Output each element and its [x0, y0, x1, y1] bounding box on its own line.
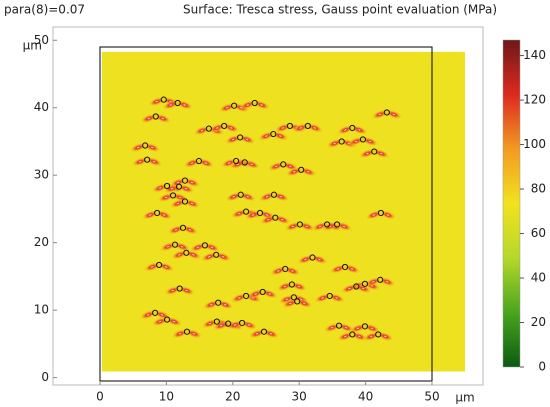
hole	[375, 331, 382, 338]
hole	[171, 241, 179, 248]
hole	[231, 102, 238, 109]
hole	[349, 124, 356, 132]
hole	[215, 299, 222, 306]
hole	[201, 242, 209, 249]
hole	[270, 130, 277, 138]
hole	[359, 136, 367, 143]
hole	[296, 221, 303, 228]
hole	[335, 322, 343, 329]
hole	[260, 328, 268, 335]
hole	[272, 214, 279, 221]
hole	[213, 318, 220, 325]
hole	[256, 209, 264, 217]
colorbar-tick-label: 0	[538, 360, 546, 374]
y-tick-label: 40	[34, 100, 49, 114]
hole	[353, 283, 360, 290]
y-axis-label: μm	[23, 39, 42, 53]
hole	[179, 224, 187, 231]
hole	[221, 122, 228, 130]
hole	[155, 261, 163, 269]
hole	[298, 166, 305, 173]
hole	[183, 249, 190, 256]
x-axis-label: μm	[455, 391, 474, 405]
hole	[286, 122, 294, 130]
hole	[371, 148, 378, 155]
hole	[333, 221, 341, 228]
hole	[309, 254, 316, 261]
colorbar-tick-label: 120	[523, 93, 546, 107]
x-tick-label: 10	[159, 390, 174, 404]
hole	[377, 209, 384, 217]
colorbar-tick-label: 40	[531, 271, 546, 285]
hole	[213, 251, 220, 258]
y-tick-label: 50	[34, 33, 49, 47]
hole	[282, 265, 289, 273]
hole	[361, 280, 369, 287]
hole	[195, 157, 203, 165]
hole	[176, 285, 183, 292]
hole	[338, 138, 345, 145]
hole	[225, 320, 232, 327]
hole	[290, 294, 297, 301]
field	[101, 51, 466, 372]
hole	[152, 113, 159, 120]
x-tick-label: 50	[424, 390, 439, 404]
hole	[233, 157, 240, 165]
hole	[237, 191, 244, 198]
chart-title: Surface: Tresca stress, Gauss point eval…	[183, 3, 497, 17]
hole	[242, 292, 250, 300]
hole	[181, 177, 189, 184]
hole	[383, 109, 390, 116]
hole	[280, 161, 287, 168]
hole	[238, 319, 246, 327]
colorbar-tick-label: 20	[531, 315, 546, 329]
hole	[349, 331, 356, 338]
hole	[241, 159, 248, 166]
hole	[294, 298, 301, 305]
hole	[237, 134, 244, 141]
axes-frame	[52, 26, 484, 386]
plot-frame	[99, 46, 433, 382]
hole	[205, 125, 212, 132]
x-tick-label: 30	[292, 390, 307, 404]
hole	[154, 209, 161, 217]
x-tick-label: 40	[358, 390, 373, 404]
hole	[163, 182, 171, 190]
hole	[183, 328, 191, 335]
hole	[142, 142, 149, 149]
hole	[288, 281, 295, 288]
colorbar-tick-label: 60	[531, 226, 546, 240]
y-tick-label: 30	[34, 168, 49, 182]
hole	[304, 122, 311, 130]
colorbar-tick-label: 140	[523, 48, 546, 62]
hole	[174, 99, 181, 107]
colorbar	[502, 39, 521, 368]
hole	[144, 156, 151, 163]
hole	[377, 276, 384, 283]
hole	[361, 323, 369, 330]
y-tick-label: 20	[34, 235, 49, 249]
hole	[181, 198, 189, 205]
y-tick-label: 0	[41, 370, 49, 384]
x-tick-label: 0	[96, 390, 104, 404]
hole	[326, 292, 333, 300]
hole	[163, 316, 171, 323]
hole	[169, 192, 177, 199]
hole	[251, 99, 258, 107]
hole	[259, 288, 266, 296]
x-tick-label: 20	[225, 390, 240, 404]
parameter-label: para(8)=0.07	[4, 3, 85, 17]
hole	[175, 183, 183, 190]
hole	[270, 191, 278, 198]
colorbar-tick-label: 100	[523, 137, 546, 151]
hole	[341, 263, 349, 271]
hole	[242, 208, 250, 215]
colorbar-tick-label: 80	[531, 182, 546, 196]
y-tick-label: 10	[34, 303, 49, 317]
hole	[323, 221, 331, 228]
hole	[160, 96, 167, 103]
hole	[152, 309, 159, 316]
